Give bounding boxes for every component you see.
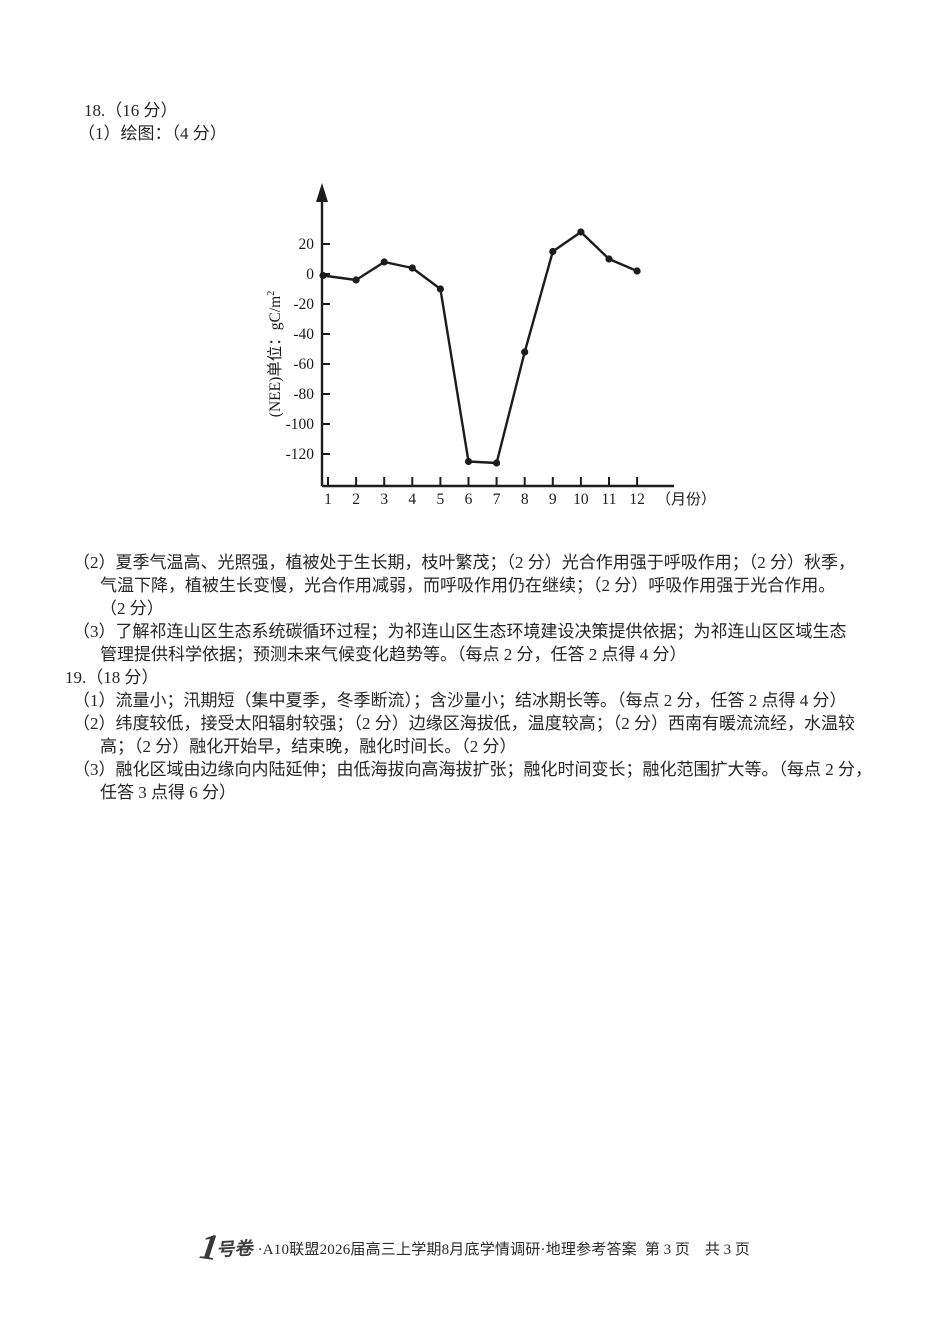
y-tick-label: -120 [286, 446, 315, 463]
x-tick-label: 3 [380, 491, 388, 508]
answer-line: （1）流量小；汛期短（集中夏季，冬季断流）；含沙量小；结冰期长等。（每点 2 分… [73, 691, 847, 710]
data-point [549, 247, 557, 256]
x-tick-label: 6 [465, 491, 473, 508]
data-point [319, 271, 327, 280]
x-tick-label: 2 [352, 491, 360, 508]
answer-line: 19.（18 分） [65, 668, 159, 687]
data-point [633, 267, 641, 275]
y-tick-label: 0 [306, 266, 314, 283]
y-tick-label: 20 [299, 236, 315, 253]
data-point [352, 276, 360, 284]
y-tick-label: -60 [293, 356, 314, 373]
x-tick-label: 4 [408, 491, 416, 508]
answer-line: （2）夏季气温高、光照强，植被处于生长期，枝叶繁茂；（2 分）光合作用强于呼吸作… [73, 553, 855, 572]
answer-line: 气温下降，植被生长变慢，光合作用减弱，而呼吸作用仍在继续；（2 分）呼吸作用强于… [100, 576, 836, 595]
footer-title: ·A10联盟2026届高三上学期8月底学情调研·地理参考答案 [257, 1241, 637, 1258]
y-tick-label: -100 [286, 416, 315, 433]
brand-logo: 1 号卷 [197, 1226, 255, 1269]
answer-line: （3）了解祁连山区生态系统碳循环过程；为祁连山区生态环境建设决策提供依据；为祁连… [73, 622, 847, 641]
x-axis-unit-label: （月份） [656, 491, 716, 508]
x-tick-label: 8 [521, 491, 529, 508]
x-tick-label: 1 [324, 491, 332, 508]
x-tick-label: 12 [629, 491, 645, 508]
y-axis-arrow [316, 183, 328, 202]
y-tick-label: -40 [293, 326, 314, 343]
x-tick-label: 10 [573, 491, 589, 508]
y-axis-unit-label: (NEE)单位：gC/m2 [266, 291, 284, 417]
nee-data-line [321, 230, 639, 465]
question-18-sub1-label: （1）绘图：（4 分） [78, 124, 227, 143]
answer-line: （2 分） [100, 599, 164, 618]
data-point [408, 264, 416, 272]
data-point [380, 258, 388, 266]
y-tick-label: -80 [293, 386, 314, 403]
x-tick-label: 5 [437, 491, 445, 508]
answer-line: 任答 3 点得 6 分） [100, 783, 236, 802]
footer-page-number: 第 3 页 共 3 页 [644, 1241, 750, 1258]
question-18-number: 18.（16 分） [84, 101, 178, 120]
data-point [493, 459, 501, 467]
data-point [577, 228, 585, 236]
answer-line: （3）融化区域由边缘向内陆延伸；由低海拔向高海拔扩张；融化时间变长；融化范围扩大… [73, 760, 872, 779]
answers-block: （2）夏季气温高、光照强，植被处于生长期，枝叶繁茂；（2 分）光合作用强于呼吸作… [0, 551, 950, 804]
brand-logo-text: 号卷 [216, 1238, 255, 1260]
question-18-header: 18.（16 分） （1）绘图：（4 分） [0, 99, 950, 145]
y-tick-label: -20 [293, 296, 314, 313]
x-tick-label: 11 [602, 491, 617, 508]
x-tick-label: 7 [493, 491, 501, 508]
data-point [464, 457, 473, 466]
x-tick-label: 9 [549, 491, 557, 508]
answer-line: （2）纬度较低，接受太阳辐射较强；（2 分）边缘区海拔低，温度较高；（2 分）西… [73, 714, 855, 733]
answer-line: 管理提供科学依据；预测未来气候变化趋势等。（每点 2 分，任答 2 点得 4 分… [100, 645, 687, 664]
page-footer: 1 号卷 ·A10联盟2026届高三上学期8月底学情调研·地理参考答案 第 3 … [0, 1226, 950, 1269]
data-point [605, 255, 613, 263]
answer-line: 高；（2 分）融化开始早，结束晚，融化时间长。（2 分） [100, 737, 517, 756]
data-point [521, 348, 529, 356]
data-point [436, 285, 444, 293]
